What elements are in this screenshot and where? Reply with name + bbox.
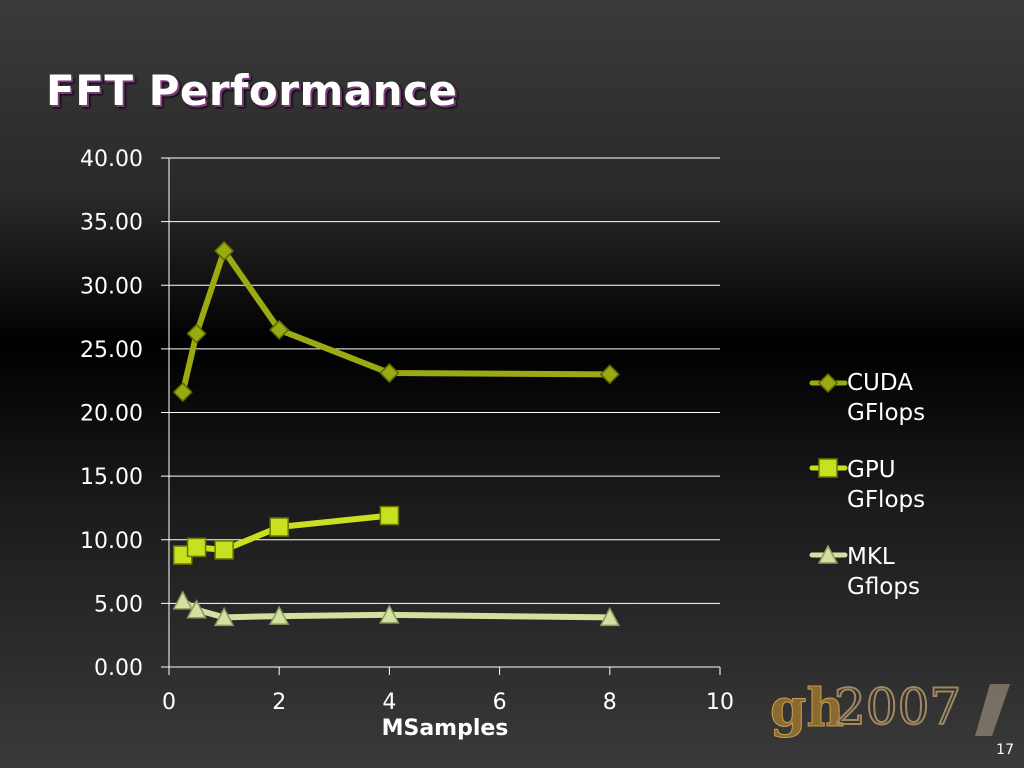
data-point-mkl	[172, 590, 194, 610]
data-point-gpu	[214, 540, 234, 560]
data-point-mkl	[268, 605, 290, 625]
data-point-cuda	[599, 364, 620, 385]
data-point-cuda	[379, 362, 400, 384]
axes: 0.005.0010.0015.0020.0025.0030.0035.0040…	[80, 147, 734, 741]
y-tick-label: 0.00	[94, 656, 143, 681]
x-tick-label: 0	[162, 690, 176, 715]
legend-marker-cuda	[817, 372, 839, 394]
series	[172, 240, 621, 627]
data-point-mkl	[379, 604, 400, 624]
data-point-mkl	[599, 606, 621, 627]
x-tick-label: 10	[706, 690, 734, 715]
y-tick-label: 30.00	[80, 274, 143, 299]
gridlines	[169, 157, 720, 604]
x-tick-label: 4	[382, 690, 396, 715]
data-point-cuda	[214, 240, 235, 261]
y-tick-label: 40.00	[80, 147, 143, 172]
x-tick-label: 2	[272, 690, 286, 715]
x-axis-label: MSamples	[382, 716, 509, 741]
legend-label-gpu: GPU GFlops	[847, 457, 926, 513]
y-tick-label: 15.00	[80, 465, 143, 490]
legend-marker-mkl	[817, 544, 839, 564]
data-point-cuda	[172, 382, 193, 403]
slide-title: FFT Performance	[46, 66, 458, 115]
x-tick-label: 6	[493, 690, 507, 715]
data-point-gpu	[379, 505, 400, 526]
gh2007-logo-icon: gh 2007	[770, 677, 1010, 740]
y-tick-label: 10.00	[80, 529, 143, 554]
data-point-gpu	[269, 517, 289, 537]
data-point-mkl	[213, 606, 235, 627]
legend-label-mkl: MKL Gflops	[847, 544, 920, 600]
page-number: 17	[996, 742, 1014, 758]
legend-marker-gpu	[818, 458, 838, 478]
y-tick-label: 35.00	[80, 211, 143, 236]
data-point-cuda	[269, 319, 290, 340]
svg-text:gh: gh	[770, 678, 844, 739]
y-tick-label: 5.00	[94, 592, 143, 617]
data-point-gpu	[186, 537, 207, 558]
x-tick-label: 8	[603, 690, 617, 715]
svg-text:2007: 2007	[834, 678, 961, 736]
y-tick-label: 20.00	[80, 402, 143, 427]
y-tick-label: 25.00	[80, 338, 143, 363]
data-point-mkl	[186, 599, 207, 619]
legend-markers	[809, 372, 848, 564]
legend-label-cuda: CUDA GFlops	[847, 370, 926, 426]
data-point-cuda	[186, 323, 207, 344]
series-line-cuda	[179, 247, 613, 396]
